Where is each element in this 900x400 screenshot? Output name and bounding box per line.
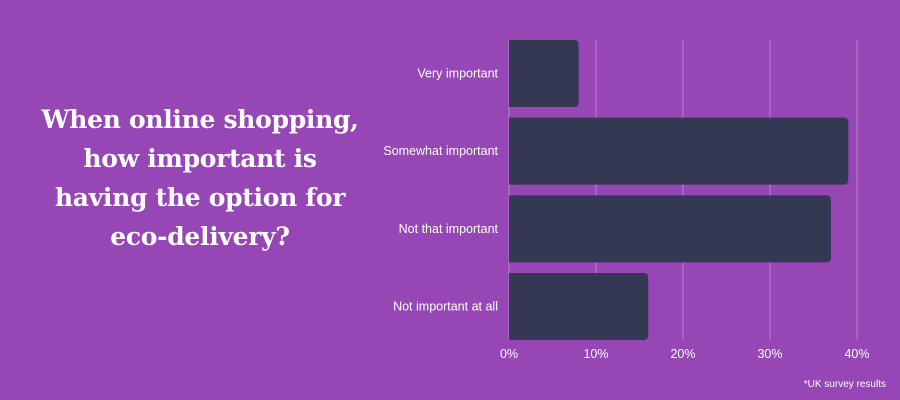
bar-base [509, 195, 515, 263]
bar [509, 273, 649, 340]
x-tick-label: 10% [583, 347, 608, 361]
footnote: *UK survey results [803, 379, 886, 390]
category-label: Very important [417, 67, 498, 81]
bar [509, 195, 831, 263]
chart-title: When online shopping, how important is h… [41, 105, 359, 251]
bar-base [509, 273, 515, 340]
bar [509, 40, 579, 107]
x-tick-label: 20% [670, 347, 695, 361]
bar [509, 117, 849, 185]
category-label: Not important at all [393, 300, 498, 314]
bar-base [509, 40, 515, 107]
bar-base [509, 117, 515, 185]
x-tick-label: 0% [500, 347, 518, 361]
category-label: Somewhat important [383, 144, 498, 158]
category-label: Not that important [399, 222, 499, 236]
x-tick-label: 40% [844, 347, 869, 361]
x-tick-label: 30% [757, 347, 782, 361]
